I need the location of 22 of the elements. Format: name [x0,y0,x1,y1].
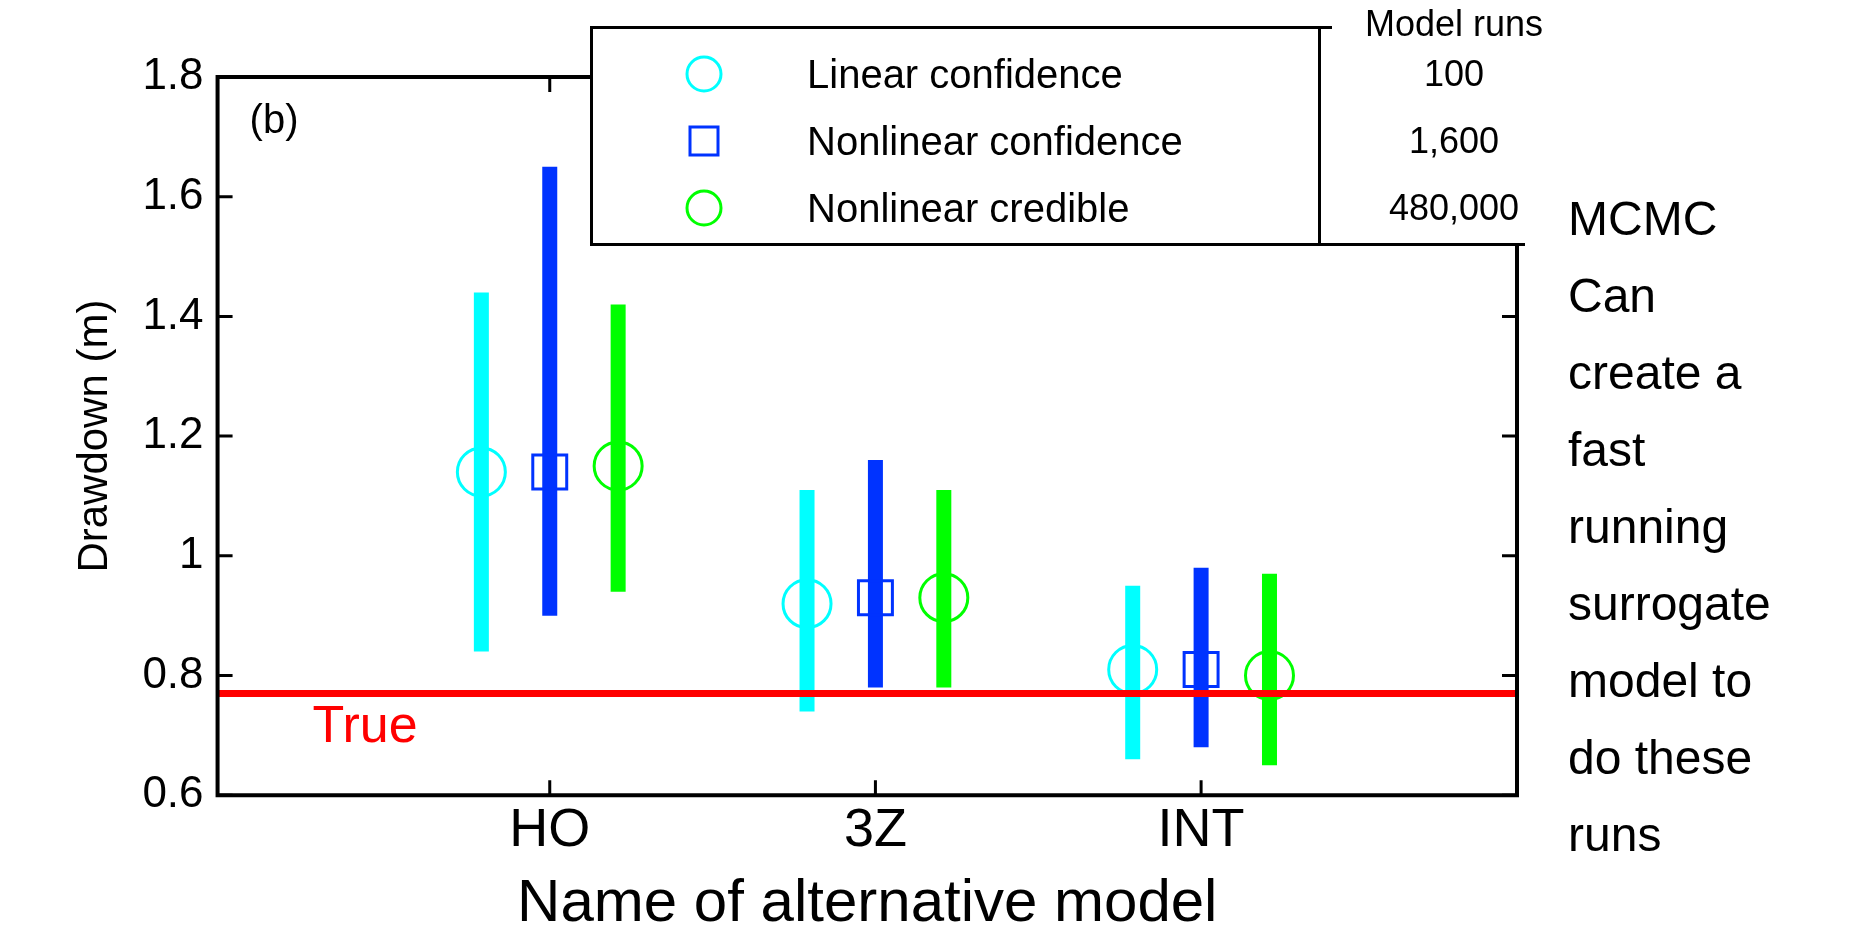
x-tick-label: HO [509,797,591,858]
y-tick-label: 0.8 [142,647,204,697]
x-axis-title: Name of alternative model [517,866,1218,934]
y-axis-title: Drawdown (m) [68,299,116,573]
text: MCMC Can create a fast running surrogate model to do these runs [1568,192,1771,861]
y-tick-label: 1 [179,527,204,577]
annotation: (b) [249,97,299,142]
annotation: 1,600 [1407,119,1501,163]
annotation: 100 [1422,52,1486,96]
legend-label: Linear confidence [807,51,1123,97]
legend-label: Nonlinear credible [807,185,1130,231]
x-tick-label: 3Z [843,797,907,858]
x-tick-label: INT [1157,797,1245,858]
y-tick-label: 0.6 [142,767,204,817]
ref-line-label: True [312,694,418,753]
y-tick-label: 1.2 [142,408,204,458]
annotation: 480,000 [1387,186,1521,230]
y-tick-label: 1.8 [142,49,204,99]
text: Model runs [1354,2,1554,46]
y-tick-label: 1.6 [142,168,204,218]
y-tick-label: 1.4 [142,288,204,338]
legend-label: Nonlinear confidence [807,118,1183,164]
